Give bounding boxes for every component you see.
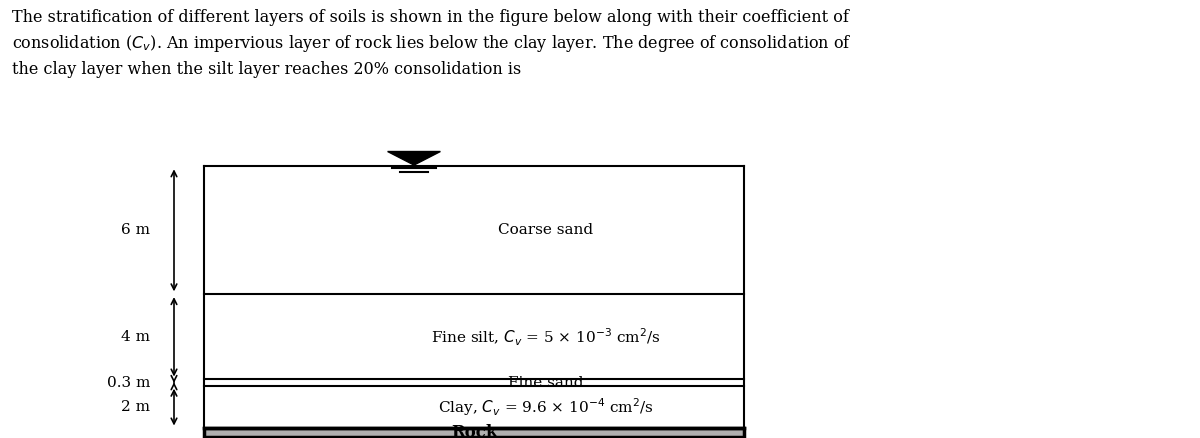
Text: Fine sand: Fine sand (509, 376, 583, 390)
Text: Coarse sand: Coarse sand (498, 223, 594, 237)
Text: 0.3 m: 0.3 m (107, 376, 150, 390)
Text: The stratification of different layers of soils is shown in the figure below alo: The stratification of different layers o… (12, 9, 852, 78)
Polygon shape (388, 152, 440, 165)
Bar (204, 428, 744, 437)
Text: Clay, $C_v$ = 9.6 × 10$^{-4}$ cm$^2$/s: Clay, $C_v$ = 9.6 × 10$^{-4}$ cm$^2$/s (438, 396, 654, 418)
Text: Fine silt, $C_v$ = 5 × 10$^{-3}$ cm$^2$/s: Fine silt, $C_v$ = 5 × 10$^{-3}$ cm$^2$/… (431, 326, 661, 347)
Text: 6 m: 6 m (121, 223, 150, 237)
Text: Rock: Rock (451, 424, 497, 438)
Text: 2 m: 2 m (121, 400, 150, 414)
Text: 4 m: 4 m (121, 330, 150, 344)
